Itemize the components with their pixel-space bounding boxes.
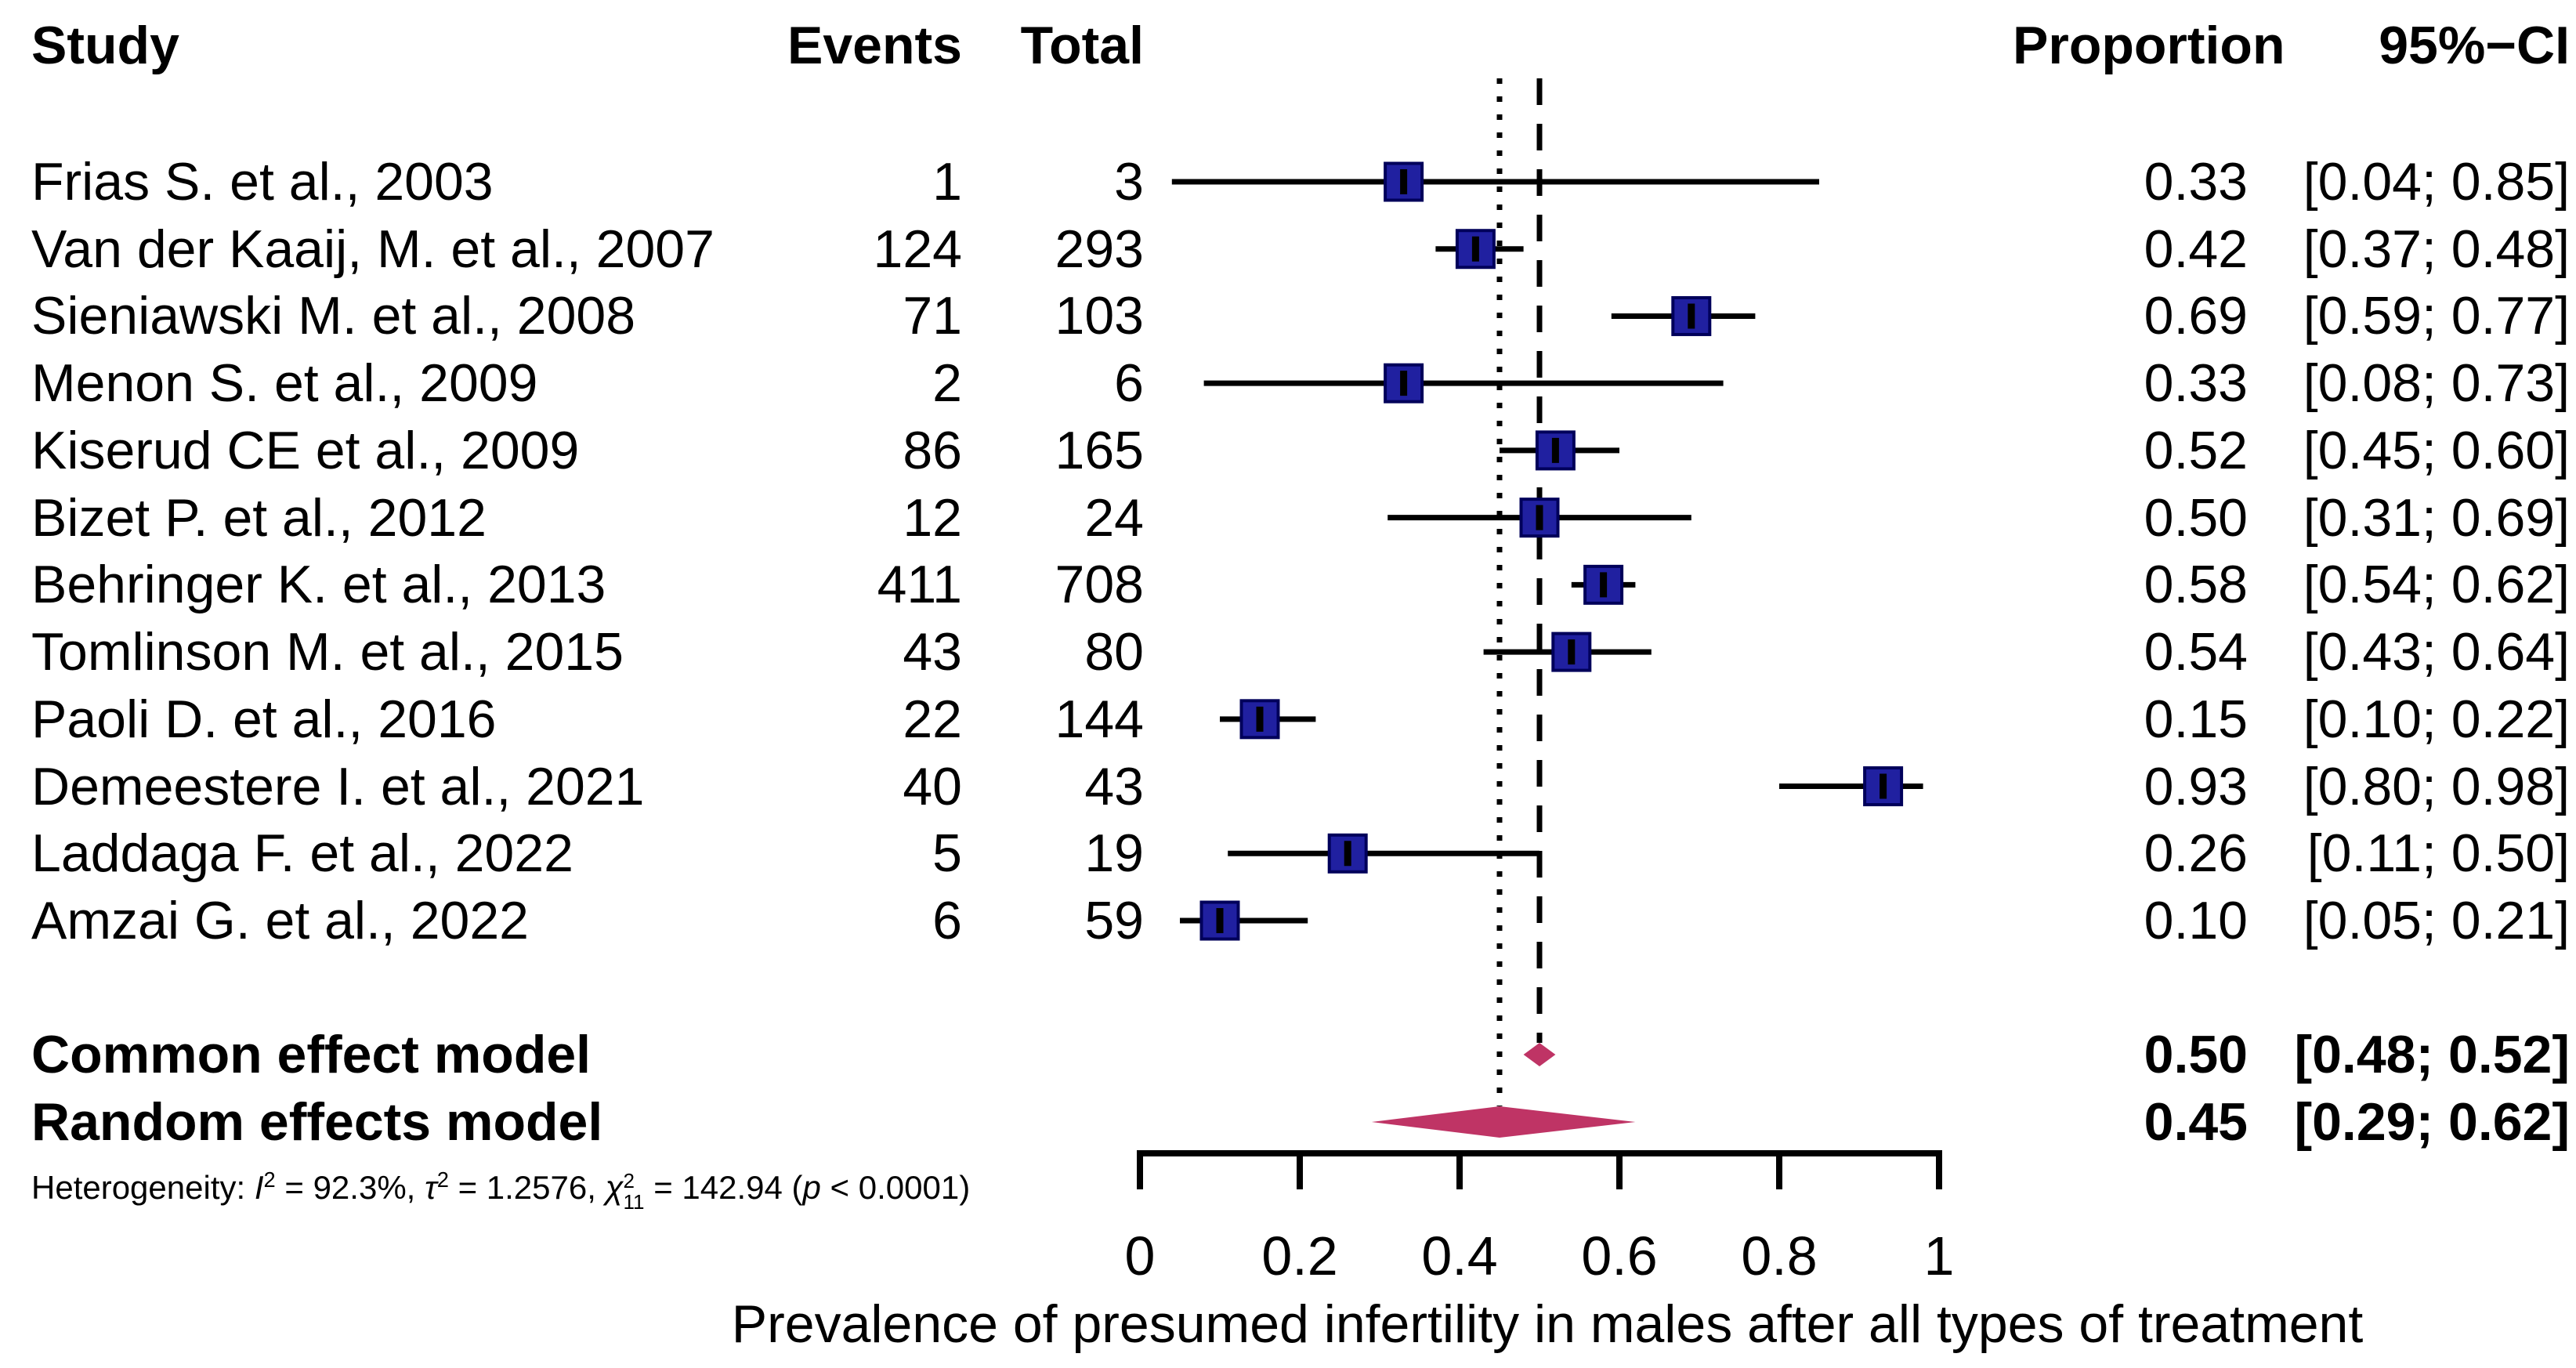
- study-proportion: 0.52: [2144, 421, 2248, 480]
- study-ci: [0.10; 0.22]: [2303, 689, 2570, 749]
- study-total: 59: [1084, 891, 1144, 950]
- study-ci: [0.31; 0.69]: [2303, 488, 2570, 548]
- heterogeneity-text-segment: Heterogeneity:: [31, 1169, 255, 1206]
- column-header-events: Events: [787, 16, 962, 75]
- study-label: Van der Kaaij, M. et al., 2007: [31, 219, 715, 279]
- heterogeneity-text-segment: τ: [425, 1169, 437, 1206]
- study-proportion: 0.58: [2144, 555, 2248, 614]
- study-ci: [0.05; 0.21]: [2303, 891, 2570, 950]
- x-axis-tick-label: 0: [1124, 1225, 1156, 1287]
- column-header-proportion: Proportion: [2013, 16, 2285, 75]
- study-events: 411: [877, 555, 962, 614]
- study-ci: [0.80; 0.98]: [2303, 757, 2570, 816]
- study-events: 6: [932, 891, 962, 950]
- study-total: 103: [1055, 286, 1144, 346]
- summary-diamond-common: [1523, 1043, 1556, 1066]
- summary-proportion: 0.45: [2144, 1092, 2248, 1152]
- heterogeneity-text-segment: < 0.0001): [820, 1169, 971, 1206]
- study-proportion: 0.10: [2144, 891, 2248, 950]
- x-axis-tick-label: 0.6: [1581, 1225, 1658, 1287]
- study-total: 293: [1055, 219, 1144, 279]
- study-ci: [0.43; 0.64]: [2303, 622, 2570, 682]
- study-ci: [0.54; 0.62]: [2303, 555, 2570, 614]
- heterogeneity-text-segment: p: [802, 1169, 821, 1206]
- study-label: Bizet P. et al., 2012: [31, 488, 487, 548]
- study-total: 80: [1084, 622, 1144, 682]
- summary-ci: [0.48; 0.52]: [2294, 1025, 2570, 1084]
- x-axis-title: Prevalence of presumed infertility in ma…: [731, 1294, 2364, 1354]
- study-proportion: 0.33: [2144, 353, 2248, 413]
- study-ci: [0.04; 0.85]: [2303, 152, 2570, 212]
- study-proportion: 0.33: [2144, 152, 2248, 212]
- study-proportion: 0.42: [2144, 219, 2248, 279]
- study-label: Tomlinson M. et al., 2015: [31, 622, 624, 682]
- study-proportion: 0.50: [2144, 488, 2248, 548]
- heterogeneity-text-segment: I: [254, 1169, 264, 1206]
- study-label: Kiserud CE et al., 2009: [31, 421, 580, 480]
- study-total: 708: [1055, 555, 1144, 614]
- study-events: 124: [873, 219, 962, 279]
- heterogeneity-text-segment: = 142.94 (: [644, 1169, 803, 1206]
- heterogeneity-note: Heterogeneity: I2 = 92.3%, τ2 = 1.2576, …: [31, 1164, 971, 1214]
- study-total: 3: [1114, 152, 1144, 212]
- study-events: 12: [903, 488, 962, 548]
- x-axis-tick-label: 0.8: [1741, 1225, 1818, 1287]
- study-label: Paoli D. et al., 2016: [31, 689, 497, 749]
- study-ci: [0.45; 0.60]: [2303, 421, 2570, 480]
- x-axis-tick-label: 0.4: [1421, 1225, 1498, 1287]
- study-proportion: 0.93: [2144, 757, 2248, 816]
- study-total: 43: [1084, 757, 1144, 816]
- study-proportion: 0.15: [2144, 689, 2248, 749]
- study-events: 43: [903, 622, 962, 682]
- study-label: Sieniawski M. et al., 2008: [31, 286, 636, 346]
- column-header-study: Study: [31, 16, 179, 75]
- summary-diamond-random: [1371, 1106, 1636, 1138]
- summary-label-common: Common effect model: [31, 1025, 592, 1084]
- summary-ci: [0.29; 0.62]: [2294, 1092, 2570, 1152]
- study-label: Demeestere I. et al., 2021: [31, 757, 645, 816]
- heterogeneity-text-segment: 2: [436, 1167, 449, 1192]
- study-total: 24: [1084, 488, 1144, 548]
- study-events: 40: [903, 757, 962, 816]
- study-ci: [0.37; 0.48]: [2303, 219, 2570, 279]
- study-ci: [0.59; 0.77]: [2303, 286, 2570, 346]
- study-label: Laddaga F. et al., 2022: [31, 823, 573, 883]
- study-total: 19: [1084, 823, 1144, 883]
- study-events: 22: [903, 689, 962, 749]
- heterogeneity-text-segment: = 1.2576,: [448, 1169, 606, 1206]
- summary-proportion: 0.50: [2144, 1025, 2248, 1084]
- study-label: Behringer K. et al., 2013: [31, 555, 606, 614]
- study-events: 5: [932, 823, 962, 883]
- study-events: 1: [932, 152, 962, 212]
- study-total: 144: [1055, 689, 1144, 749]
- chi-squared-supsub: 2 11: [623, 1168, 645, 1214]
- study-total: 6: [1114, 353, 1144, 413]
- study-events: 86: [903, 421, 962, 480]
- study-label: Frias S. et al., 2003: [31, 152, 494, 212]
- x-axis-tick-label: 1: [1923, 1225, 1955, 1287]
- study-events: 2: [932, 353, 962, 413]
- study-proportion: 0.69: [2144, 286, 2248, 346]
- study-proportion: 0.54: [2144, 622, 2248, 682]
- study-total: 165: [1055, 421, 1144, 480]
- study-events: 71: [903, 286, 962, 346]
- column-header-ci: 95%−CI: [2379, 16, 2570, 75]
- heterogeneity-text-segment: χ: [605, 1169, 624, 1206]
- study-ci: [0.08; 0.73]: [2303, 353, 2570, 413]
- study-ci: [0.11; 0.50]: [2306, 823, 2570, 883]
- study-proportion: 0.26: [2144, 823, 2248, 883]
- summary-label-random: Random effects model: [31, 1092, 603, 1152]
- study-label: Menon S. et al., 2009: [31, 353, 538, 413]
- column-header-total: Total: [1020, 16, 1144, 75]
- heterogeneity-text-segment: 2: [263, 1167, 276, 1192]
- heterogeneity-text-segment: = 92.3%,: [275, 1169, 425, 1206]
- study-label: Amzai G. et al., 2022: [31, 891, 529, 950]
- x-axis-tick-label: 0.2: [1261, 1225, 1338, 1287]
